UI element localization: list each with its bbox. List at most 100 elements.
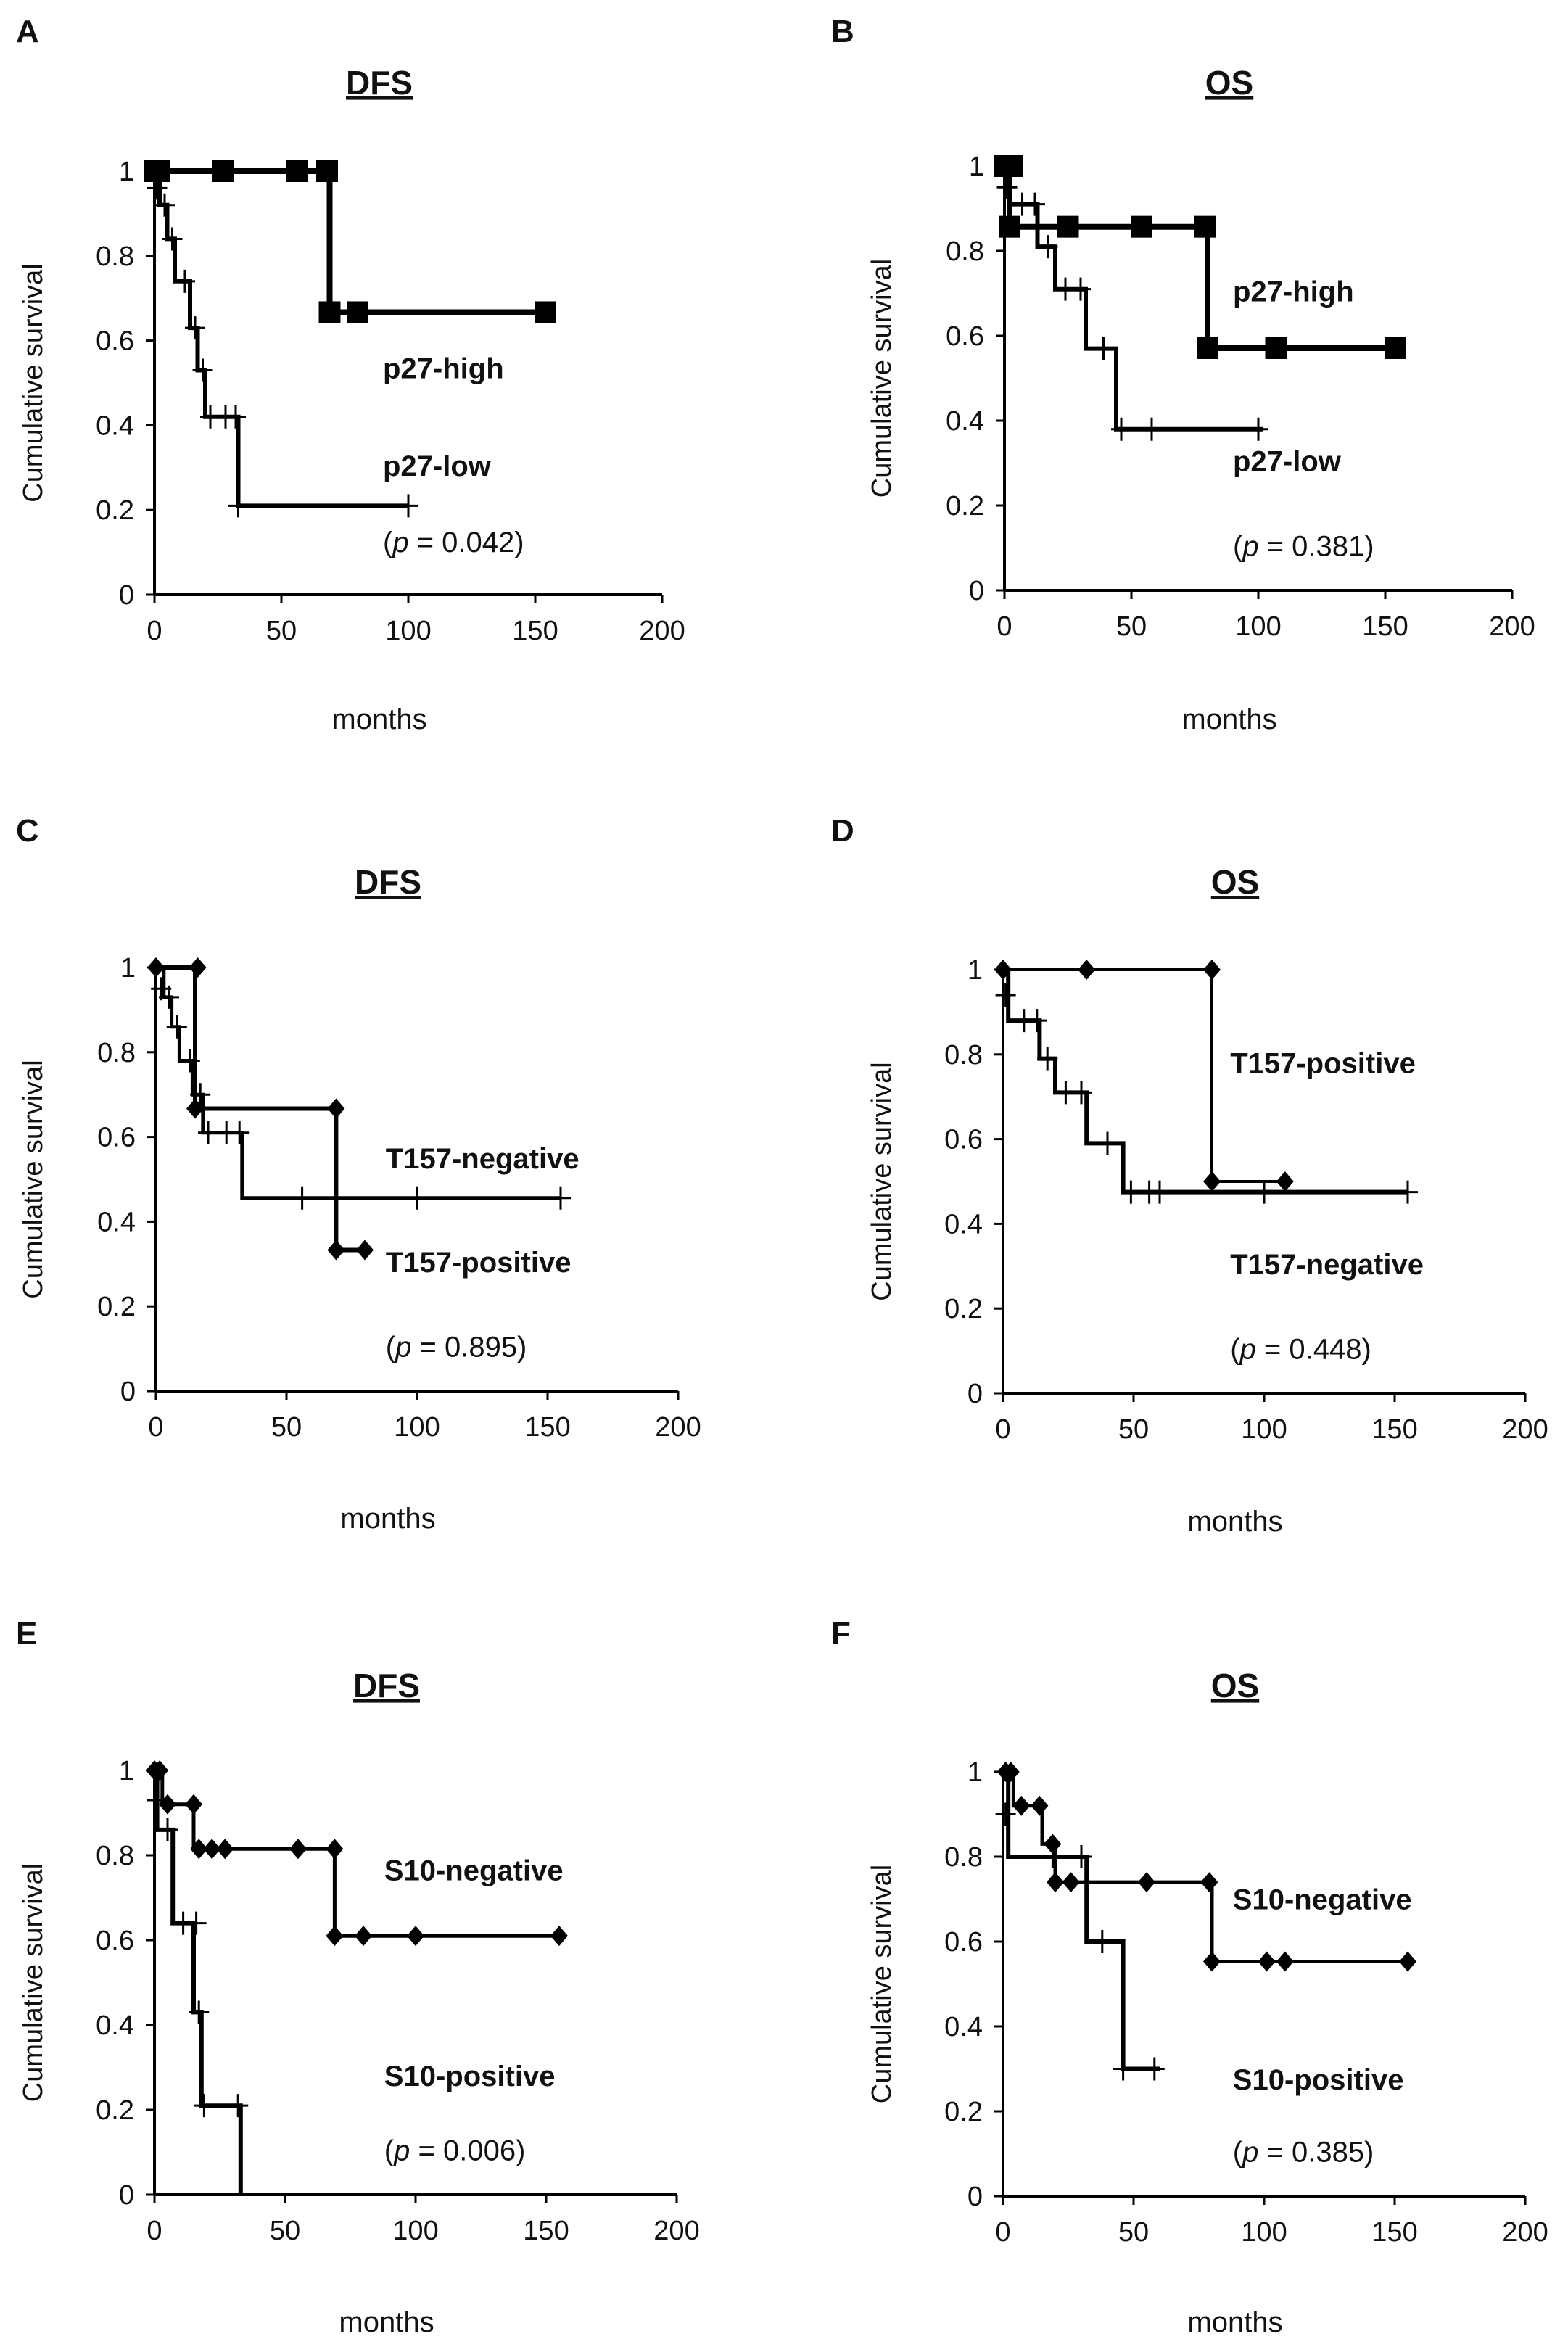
- p-value: (p = 0.381): [1233, 531, 1374, 563]
- x-tick-label: 100: [1241, 2217, 1287, 2248]
- censor-marker: [228, 2094, 249, 2118]
- censor-marker: [1113, 2057, 1134, 2081]
- p-value: (p = 0.895): [386, 1332, 527, 1364]
- y-axis-label: Cumulative survival: [18, 1060, 49, 1298]
- y-tick-label: 0.8: [96, 242, 134, 272]
- y-tick-label: 0.4: [946, 406, 984, 437]
- series-label: p27-low: [1233, 446, 1342, 478]
- series-t157-negative: [151, 965, 571, 1210]
- censor-marker: [1194, 215, 1216, 238]
- survival-curve: [1004, 164, 1263, 432]
- censor-marker: [398, 494, 418, 518]
- x-axis-label: months: [340, 1503, 435, 1535]
- censor-marker: [1092, 1930, 1113, 1953]
- x-tick-label: 150: [512, 616, 558, 646]
- censor-marker: [192, 358, 213, 382]
- survival-curve: [1004, 163, 1398, 351]
- censor-marker: [289, 1839, 307, 1860]
- censor-marker: [995, 1802, 1016, 1826]
- censor-marker: [995, 983, 1016, 1007]
- censor-marker: [1047, 1872, 1064, 1893]
- censor-marker: [226, 405, 246, 429]
- series-s10-negative: [146, 1760, 568, 1947]
- y-tick-label: 0.6: [96, 326, 134, 357]
- panel-c: C DFS 0 0.2 0.4 0.6 0.8 1 0 50 100 150 200 months Cumu…: [16, 813, 701, 1535]
- x-tick-label: 200: [1502, 1414, 1548, 1445]
- censor-marker: [175, 269, 195, 293]
- censor-marker: [1398, 1180, 1418, 1204]
- censor-marker: [198, 1121, 218, 1144]
- censor-marker: [186, 1911, 207, 1935]
- x-tick-label: 50: [1118, 2217, 1149, 2248]
- censor-marker: [292, 1186, 313, 1210]
- y-tick-label: 1: [967, 955, 983, 986]
- censor-marker: [179, 1049, 200, 1073]
- y-tick-label: 0.4: [97, 1207, 136, 1237]
- survival-curve: [1003, 1770, 1160, 2071]
- censor-marker: [1121, 1180, 1142, 1204]
- censor-marker: [1071, 1845, 1092, 1868]
- series-p27-low: [147, 169, 418, 518]
- y-tick-label: 0.6: [944, 1927, 983, 1958]
- censor-marker: [157, 1818, 178, 1841]
- x-tick-label: 200: [639, 616, 685, 646]
- censor-marker: [1385, 337, 1406, 359]
- x-tick-label: 0: [995, 1414, 1010, 1445]
- censor-marker: [162, 227, 183, 251]
- p-value: (p = 0.042): [383, 527, 524, 558]
- x-tick-label: 100: [394, 1412, 440, 1443]
- censor-marker: [1057, 215, 1079, 238]
- censor-marker: [1203, 1951, 1221, 1972]
- panel-letter: A: [16, 14, 39, 49]
- series-t157-negative: [995, 968, 1418, 1204]
- series-label: p27-low: [383, 450, 492, 482]
- y-tick-label: 0: [119, 580, 134, 611]
- series-label: S10-positive: [384, 2061, 556, 2092]
- censor-marker: [347, 301, 368, 323]
- x-tick-label: 50: [270, 2216, 300, 2246]
- series-s10-positive: [147, 1768, 249, 2195]
- y-tick-label: 1: [119, 1756, 134, 1786]
- x-tick-label: 150: [523, 2216, 569, 2246]
- x-tick-label: 0: [995, 2217, 1010, 2248]
- y-tick-label: 0: [119, 2180, 134, 2211]
- censor-marker: [1254, 1180, 1274, 1204]
- y-axis-label: Cumulative survival: [867, 259, 897, 498]
- y-tick-label: 0.4: [944, 1209, 983, 1240]
- x-tick-label: 200: [653, 2216, 699, 2246]
- series-label: S10-negative: [384, 1855, 564, 1886]
- panel-d: D OS 0 0.2 0.4 0.6 0.8 1 0 50 100 150 200 months Cumul…: [831, 813, 1548, 1538]
- series-label: p27-high: [1233, 276, 1354, 308]
- censor-marker: [1142, 417, 1162, 441]
- y-tick-label: 1: [969, 152, 984, 182]
- y-tick-label: 0.2: [946, 491, 984, 521]
- censor-marker: [1197, 337, 1218, 359]
- x-tick-label: 150: [1362, 611, 1408, 642]
- series-s10-positive: [995, 1770, 1165, 2081]
- censor-marker: [1037, 235, 1058, 259]
- x-tick-label: 100: [385, 616, 431, 646]
- censor-marker: [316, 160, 338, 182]
- censor-marker: [356, 1240, 374, 1261]
- y-tick-label: 1: [967, 1757, 983, 1788]
- series-s10-negative: [996, 1762, 1416, 1972]
- x-tick-label: 50: [266, 616, 297, 646]
- x-tick-label: 0: [996, 611, 1012, 642]
- series-label: T157-negative: [1230, 1249, 1424, 1281]
- x-axis-label: months: [1187, 1506, 1282, 1538]
- censor-marker: [1138, 1872, 1155, 1893]
- panel-letter: D: [831, 813, 854, 849]
- p-value: (p = 0.448): [1230, 1334, 1371, 1366]
- y-tick-label: 0.2: [944, 1294, 983, 1324]
- censor-marker: [1276, 1951, 1294, 1972]
- censor-marker: [1200, 1872, 1218, 1893]
- series-p27-high: [144, 160, 556, 323]
- x-tick-label: 0: [147, 616, 162, 646]
- x-tick-label: 50: [271, 1412, 302, 1443]
- panel-e: E DFS 0 0.2 0.4 0.6 0.8 1 0 50 100 150 200 months Cumu…: [16, 1616, 700, 2338]
- censor-marker: [216, 1839, 234, 1860]
- y-axis-label: Cumulative survival: [18, 263, 49, 502]
- censor-marker: [1078, 960, 1096, 980]
- y-tick-label: 0: [120, 1377, 136, 1407]
